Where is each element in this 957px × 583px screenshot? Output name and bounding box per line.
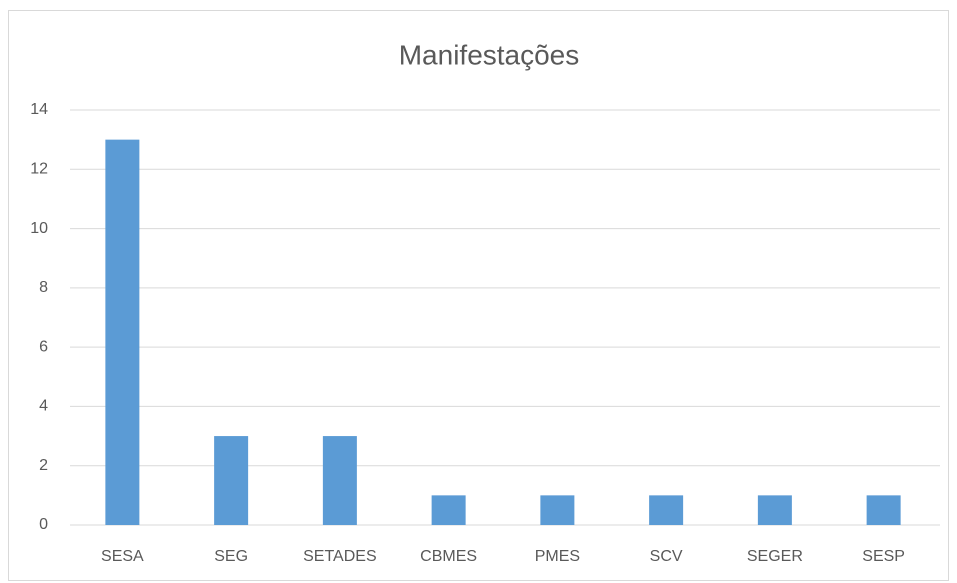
y-tick-label: 8 [39, 279, 48, 296]
y-tick-label: 12 [30, 161, 48, 178]
bar [866, 495, 901, 525]
x-tick-label: SETADES [303, 548, 377, 565]
bar [214, 436, 249, 525]
x-tick-label: PMES [535, 548, 580, 565]
y-tick-label: 14 [30, 101, 48, 118]
x-tick-label: SESP [862, 548, 905, 565]
y-tick-label: 10 [30, 220, 48, 237]
y-tick-label: 2 [39, 457, 48, 474]
y-tick-label: 0 [39, 516, 48, 533]
y-tick-label: 4 [39, 398, 48, 415]
chart-title: Manifestações [399, 39, 580, 70]
bar [649, 495, 684, 525]
bar [322, 436, 357, 525]
x-tick-label: SESA [101, 548, 144, 565]
x-tick-label: SEG [214, 548, 248, 565]
y-tick-label: 6 [39, 338, 48, 355]
x-tick-label: SEGER [747, 548, 803, 565]
bar [757, 495, 792, 525]
bar [431, 495, 466, 525]
x-tick-label: SCV [650, 548, 683, 565]
bar [105, 139, 140, 525]
bar [540, 495, 575, 525]
x-tick-label: CBMES [420, 548, 477, 565]
chart-border [8, 10, 949, 581]
